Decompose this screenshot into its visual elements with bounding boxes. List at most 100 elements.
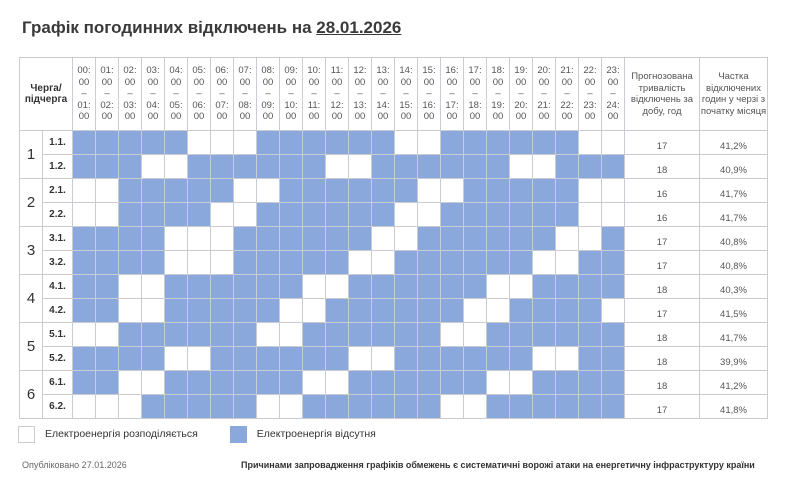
power-cell bbox=[233, 130, 257, 155]
share-value: 40,9% bbox=[699, 154, 768, 179]
outage-cell bbox=[187, 154, 211, 179]
outage-cell bbox=[210, 154, 234, 179]
duration-value: 17 bbox=[624, 250, 700, 275]
outage-cell bbox=[601, 154, 625, 179]
hour-header: 23: 00–24: 00 bbox=[601, 57, 625, 131]
power-cell bbox=[440, 178, 464, 203]
outage-cell bbox=[394, 346, 418, 371]
outage-cell bbox=[325, 202, 349, 227]
power-cell bbox=[118, 298, 142, 323]
power-cell bbox=[532, 346, 556, 371]
power-cell bbox=[532, 250, 556, 275]
outage-cell bbox=[279, 370, 303, 395]
outage-cell bbox=[72, 298, 96, 323]
outage-cell bbox=[463, 130, 487, 155]
outage-cell bbox=[325, 394, 349, 419]
outage-cell bbox=[95, 226, 119, 251]
power-cell bbox=[394, 130, 418, 155]
legend-swatch-power bbox=[18, 425, 35, 443]
published-date: Опубліковано 27.01.2026 bbox=[22, 460, 127, 470]
hour-header: 08: 00–09: 00 bbox=[256, 57, 280, 131]
power-cell bbox=[440, 394, 464, 419]
outage-cell bbox=[463, 154, 487, 179]
legend-outage: Електроенергія відсутня bbox=[229, 425, 376, 443]
power-cell bbox=[256, 394, 280, 419]
power-cell bbox=[486, 298, 510, 323]
outage-cell bbox=[348, 178, 372, 203]
outage-cell bbox=[417, 226, 441, 251]
hour-header: 01: 00–02: 00 bbox=[95, 57, 119, 131]
outage-cell bbox=[578, 370, 602, 395]
share-header: Частка відключених годин у черзі з почат… bbox=[699, 57, 768, 131]
outage-cell bbox=[371, 178, 395, 203]
hour-header: 14: 00–15: 00 bbox=[394, 57, 418, 131]
power-cell bbox=[95, 394, 119, 419]
outage-cell bbox=[302, 250, 326, 275]
outage-cell bbox=[141, 394, 165, 419]
outage-cell bbox=[210, 178, 234, 203]
hour-header: 20: 00–21: 00 bbox=[532, 57, 556, 131]
outage-cell bbox=[141, 226, 165, 251]
power-cell bbox=[555, 226, 579, 251]
outage-cell bbox=[532, 202, 556, 227]
outage-cell bbox=[325, 130, 349, 155]
hour-header: 22: 00–23: 00 bbox=[578, 57, 602, 131]
outage-cell bbox=[463, 178, 487, 203]
outage-cell bbox=[187, 322, 211, 347]
outage-cell bbox=[141, 322, 165, 347]
outage-cell bbox=[394, 298, 418, 323]
outage-cell bbox=[141, 178, 165, 203]
outage-cell bbox=[417, 298, 441, 323]
outage-cell bbox=[509, 298, 533, 323]
table-row: 3 3.1. 17 40,8% bbox=[19, 226, 768, 275]
outage-cell bbox=[532, 370, 556, 395]
duration-value: 17 bbox=[624, 394, 700, 419]
outage-cell bbox=[601, 274, 625, 299]
outage-cell bbox=[371, 274, 395, 299]
outage-cell bbox=[72, 250, 96, 275]
power-cell bbox=[302, 370, 326, 395]
outage-cell bbox=[509, 322, 533, 347]
duration-value: 17 bbox=[624, 298, 700, 323]
power-cell bbox=[601, 298, 625, 323]
hour-header: 06: 00–07: 00 bbox=[210, 57, 234, 131]
outage-cell bbox=[118, 154, 142, 179]
subqueue-label: 6.2. bbox=[42, 394, 73, 419]
outage-cell bbox=[210, 322, 234, 347]
power-cell bbox=[118, 370, 142, 395]
share-value: 40,8% bbox=[699, 226, 768, 251]
share-value: 39,9% bbox=[699, 346, 768, 371]
outage-cell bbox=[233, 154, 257, 179]
outage-cell bbox=[187, 394, 211, 419]
outage-cell bbox=[463, 346, 487, 371]
outage-cell bbox=[279, 274, 303, 299]
duration-value: 18 bbox=[624, 346, 700, 371]
power-cell bbox=[348, 346, 372, 371]
outage-cell bbox=[486, 322, 510, 347]
outage-cell bbox=[486, 130, 510, 155]
outage-cell bbox=[463, 370, 487, 395]
power-cell bbox=[417, 130, 441, 155]
power-cell bbox=[440, 322, 464, 347]
power-cell bbox=[302, 298, 326, 323]
outage-cell bbox=[417, 250, 441, 275]
power-cell bbox=[325, 274, 349, 299]
outage-cell bbox=[532, 322, 556, 347]
power-cell bbox=[348, 250, 372, 275]
outage-cell bbox=[187, 274, 211, 299]
outage-cell bbox=[325, 322, 349, 347]
legend-outage-label: Електроенергія відсутня bbox=[256, 428, 376, 440]
subqueue-label: 6.1. bbox=[42, 370, 73, 395]
share-value: 41,5% bbox=[699, 298, 768, 323]
outage-cell bbox=[164, 394, 188, 419]
outage-cell bbox=[486, 394, 510, 419]
outage-cell bbox=[440, 370, 464, 395]
outage-cell bbox=[187, 298, 211, 323]
outage-cell bbox=[95, 154, 119, 179]
outage-cell bbox=[417, 370, 441, 395]
queue-label: 2 bbox=[19, 178, 43, 227]
outage-cell bbox=[279, 202, 303, 227]
table-row: 2 2.1. 16 41,7% bbox=[19, 178, 768, 227]
outage-cell bbox=[417, 394, 441, 419]
outage-cell bbox=[210, 346, 234, 371]
